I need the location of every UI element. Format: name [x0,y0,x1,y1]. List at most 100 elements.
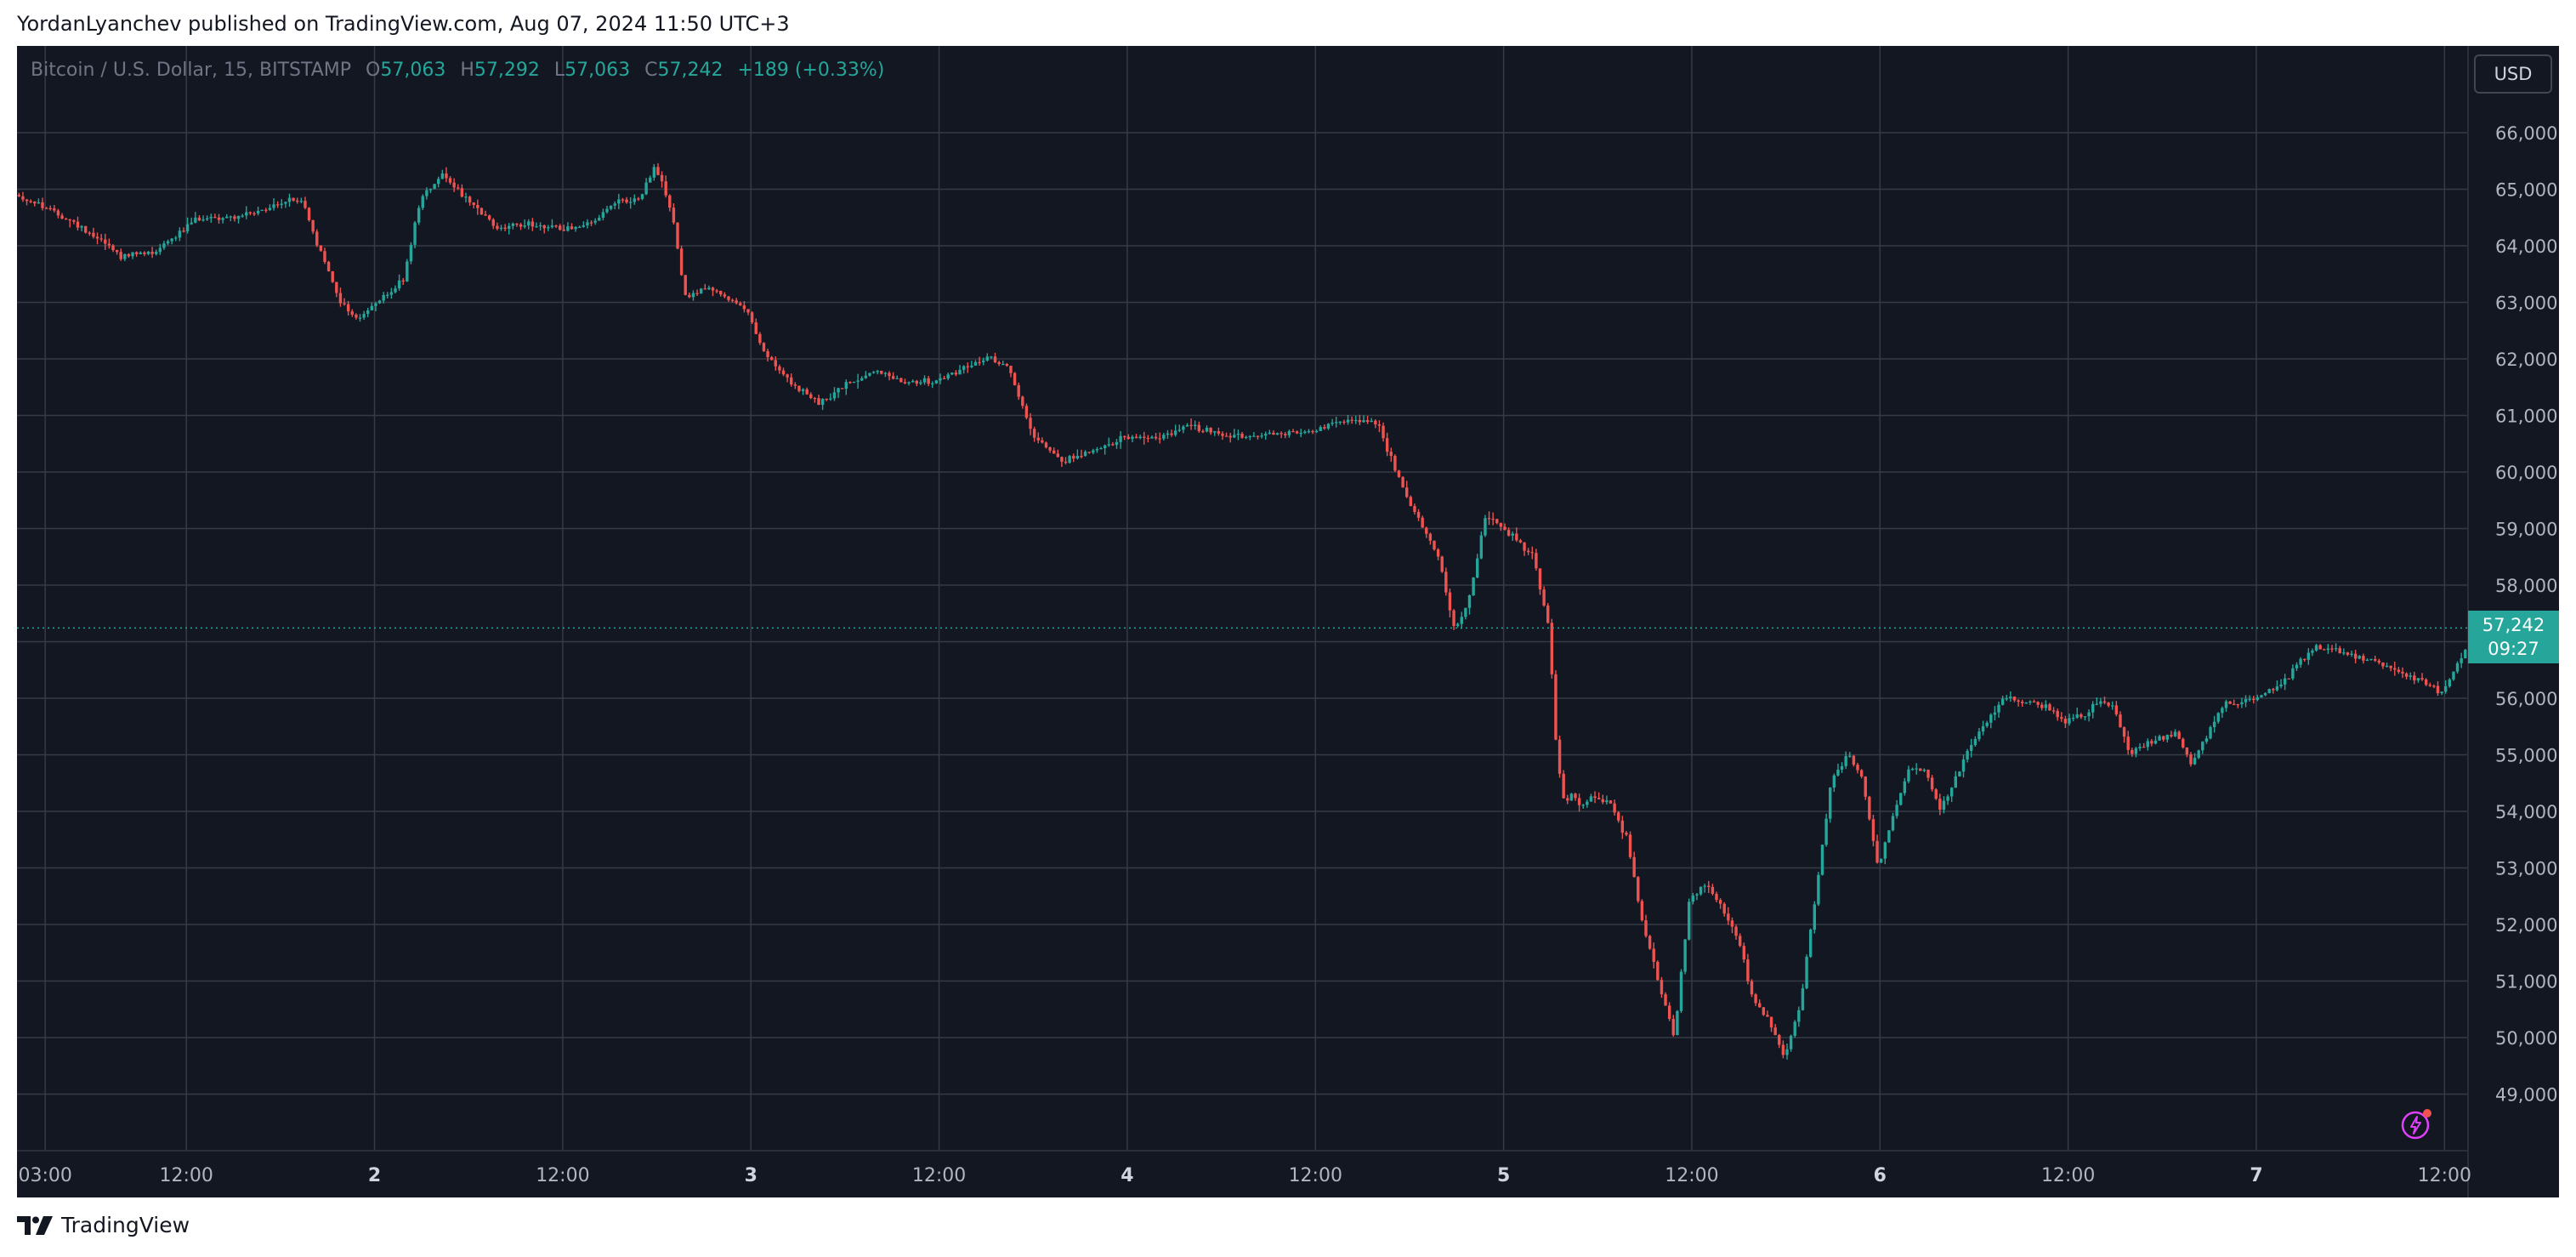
candle [131,252,134,259]
chart-panel[interactable]: 49,000 50,000 51,000 52,000 53,000 54,000 55,0… [17,46,2559,1197]
candle-body [1197,424,1201,431]
candle [355,313,358,320]
candle-body [1284,434,1287,435]
candle-body [1656,961,1660,981]
candle [1393,454,1397,473]
candle [194,212,197,224]
candle-body [1640,901,1644,921]
candle [778,364,781,374]
lightning-icon[interactable] [2399,1107,2433,1141]
candle-body [2291,668,2295,679]
candle-body [852,381,856,384]
candle [990,355,993,360]
candle-body [1099,447,1103,450]
candle [1977,727,1981,742]
candle [252,211,256,217]
price-axis-label: 66,000 [2495,123,2557,144]
candle [1205,425,1209,433]
candle [1256,435,1260,440]
candle-body [679,248,684,276]
candle-body [1664,994,1667,1006]
candle [1448,588,1452,617]
candle-body [2275,686,2279,691]
candle [2350,651,2353,657]
candle-body [1648,936,1652,949]
candle [1134,434,1138,439]
candle-body [2087,712,2091,717]
candle-body [452,182,456,188]
candle [946,373,950,381]
candle [1338,421,1342,425]
candle [1832,773,1836,793]
candle-body [2306,652,2311,660]
candle [2111,701,2114,710]
candle [1146,435,1150,443]
candle [2201,741,2204,754]
price-chart[interactable]: 49,000 50,000 51,000 52,000 53,000 54,000 55,0… [17,46,2559,1197]
last-price-tag: 57,242 09:27 [2468,611,2559,663]
candle-body [829,398,832,400]
candle [377,299,382,304]
candle-body [1131,436,1134,439]
candle-body [578,226,582,228]
time-axis[interactable]: 03:00 12:00 2 12:00 3 12:00 4 12:00 5 12:00 6 12:00… [17,1150,2471,1186]
candle-body [1703,885,1706,887]
candle [1868,795,1871,821]
candle-body [1762,1007,1766,1015]
candle [1342,419,1346,425]
candle [2126,731,2130,755]
candle-body [1472,577,1475,596]
candle-body [2440,691,2443,694]
candle [2177,730,2181,740]
candle [1762,1006,1766,1016]
candle-body [1126,436,1131,439]
candle-body [48,208,52,209]
candle-body [201,219,205,221]
candle-body [111,245,115,251]
candle [1209,427,1212,435]
candle [2377,658,2381,665]
candle-body [840,388,844,390]
candle [1189,418,1193,430]
candle-body [1416,511,1421,518]
candle-body [1326,424,1331,429]
candle [190,217,193,225]
candle-body [1683,939,1687,972]
candle-body [754,322,757,334]
candle [406,259,409,282]
candle-body [1601,799,1604,803]
candle [727,296,730,302]
candle [2413,671,2416,685]
candle-body [2114,705,2119,715]
candle [2267,688,2271,694]
candle [2122,726,2126,743]
candle-body [468,196,472,203]
tradingview-brand[interactable]: TradingView [17,1213,190,1237]
candle [440,169,445,179]
candle [2060,712,2063,722]
candle-body [358,317,362,319]
candle-body [2295,664,2299,668]
candle [2146,738,2149,751]
candle-body [2146,741,2149,748]
currency-button[interactable]: USD [2474,54,2552,94]
candle [832,387,837,401]
candle [1068,454,1071,464]
candle-body [1064,461,1068,464]
candle-body [1448,592,1452,611]
candle [593,218,597,225]
candle-body [2201,742,2204,751]
candle [2224,699,2228,712]
time-axis-label: 12:00 [536,1165,589,1186]
candle-body [985,356,990,361]
candle [2185,747,2189,758]
candle [56,208,60,219]
candle [68,219,71,228]
candle-body [570,226,574,230]
candle [1275,432,1279,435]
candle-body [1221,433,1224,436]
candle [1107,437,1110,447]
candle-body [684,275,687,295]
candle [899,378,903,383]
time-axis-label: 03:00 [18,1165,71,1186]
